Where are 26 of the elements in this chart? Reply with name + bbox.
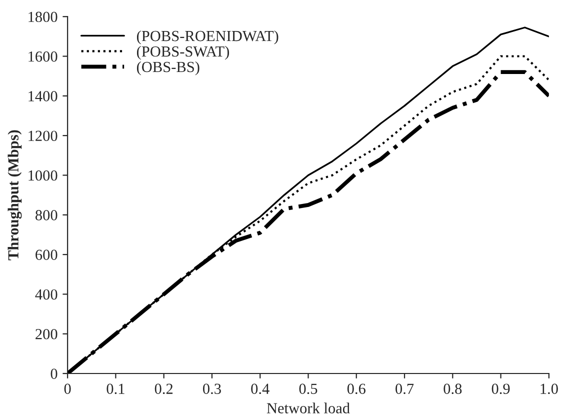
legend-label: (OBS-BS) (136, 61, 200, 76)
y-tick-label: 1600 (28, 51, 58, 62)
x-tick-label: 0.8 (444, 384, 462, 394)
x-tick-label: 0.4 (251, 384, 270, 394)
y-tick-label: 600 (36, 250, 58, 260)
x-axis-title: Network load (266, 402, 350, 414)
x-tick-label: 0.9 (492, 384, 510, 394)
y-tick-label: 1800 (28, 12, 58, 22)
x-tick-label: 1.0 (540, 384, 558, 394)
legend-label: (POBS-ROENIDWAT) (136, 30, 278, 44)
x-tick-label: 0.6 (347, 384, 366, 394)
y-axis-title: Throughput (Mbps) (8, 130, 22, 260)
y-tick-label: 1200 (28, 130, 58, 142)
legend-label: (POBS-SWAT) (136, 46, 229, 60)
y-tick-label: 1000 (28, 170, 58, 181)
y-tick-label: 1400 (28, 91, 58, 102)
x-tick-label: 0.5 (299, 384, 318, 394)
x-tick-label: 0 (64, 384, 71, 394)
x-tick-label: 0.7 (396, 384, 414, 394)
y-tick-label: 400 (35, 289, 58, 300)
y-tick-label: 0 (50, 368, 58, 379)
x-tick-label: 0.3 (203, 384, 221, 394)
x-tick-label: 0.1 (106, 384, 124, 394)
y-tick-label: 800 (36, 210, 58, 220)
y-tick-label: 200 (36, 328, 58, 340)
x-tick-label: 0.2 (154, 384, 173, 394)
